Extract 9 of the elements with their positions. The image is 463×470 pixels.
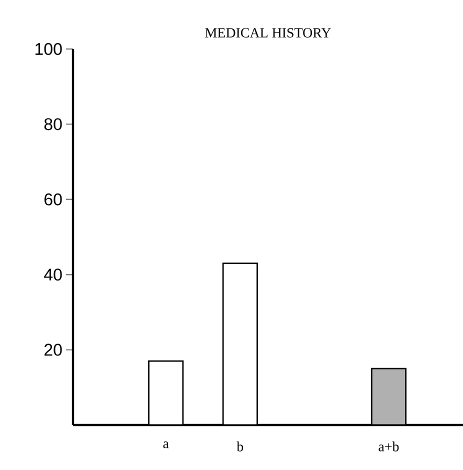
- x-tick-label: a: [163, 442, 169, 448]
- y-tick-label: 40: [44, 268, 62, 281]
- y-tick-label: 20: [44, 344, 62, 356]
- x-tick-label: a+b: [378, 442, 399, 452]
- x-tick-label: b: [236, 442, 244, 452]
- chart-title: MEDICAL HISTORY: [205, 28, 331, 38]
- y-tick-label: 60: [44, 193, 62, 206]
- y-tick-label: 80: [44, 118, 62, 130]
- y-tick-label: 100: [36, 43, 62, 55]
